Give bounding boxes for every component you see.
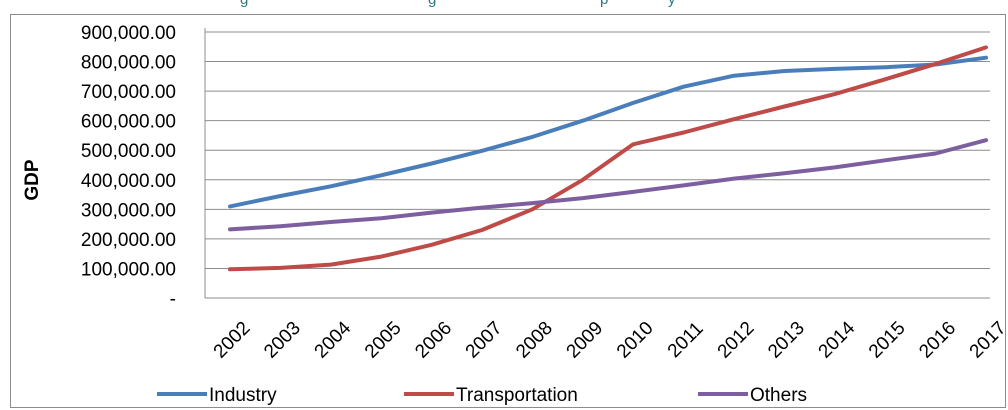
y-tick-label: 100,000.00 xyxy=(81,259,176,280)
x-tick-label: 2011 xyxy=(664,318,708,362)
y-tick-label: 200,000.00 xyxy=(81,230,176,251)
x-tick-label: 2012 xyxy=(714,318,759,363)
x-tick-label: 2002 xyxy=(210,318,255,363)
y-axis-label: GDP xyxy=(22,159,43,201)
x-tick-label: 2017 xyxy=(966,318,1008,363)
gridlines xyxy=(205,31,990,269)
series-line-industry xyxy=(228,55,988,209)
x-tick-label: 2006 xyxy=(411,318,456,363)
series-line-transportation xyxy=(228,45,988,272)
y-tick-label: 900,000.00 xyxy=(81,23,176,44)
y-tick-labels: - 100,000.00 200,000.00 300,000.00 400,000.0… xyxy=(81,23,176,310)
x-tick-label: 2005 xyxy=(361,318,406,363)
cropped-caption-fragment: p xyxy=(600,0,608,8)
y-tick-label: - xyxy=(170,289,176,310)
series-lines xyxy=(228,45,988,272)
x-tick-label: 2007 xyxy=(462,318,507,363)
x-tick-label: 2004 xyxy=(311,317,356,362)
cropped-caption-strip: g g p y xyxy=(0,0,1008,14)
legend: Industry Transportation Others xyxy=(157,385,807,406)
series-line-others xyxy=(228,138,988,232)
legend-label: Transportation xyxy=(456,385,578,406)
x-tick-label: 2010 xyxy=(613,318,658,363)
x-tick-label: 2003 xyxy=(260,318,305,363)
cropped-caption-fragment: y xyxy=(668,0,676,8)
y-tick-label: 400,000.00 xyxy=(81,171,176,192)
cropped-caption-fragment: g xyxy=(240,0,248,8)
y-tick-label: 600,000.00 xyxy=(81,112,176,133)
x-tick-label: 2016 xyxy=(915,318,960,363)
x-tick-label: 2008 xyxy=(512,318,557,363)
x-tick-label: 2015 xyxy=(865,318,910,363)
x-tick-label: 2013 xyxy=(764,318,809,363)
chart-frame xyxy=(10,14,1006,408)
x-tick-labels: 2002 2003 2004 2005 2006 2007 2008 2009 2010 2011… xyxy=(210,317,1008,362)
cropped-caption-fragment: g xyxy=(428,0,436,8)
y-tick-label: 300,000.00 xyxy=(81,200,176,221)
y-tick-label: 800,000.00 xyxy=(81,53,176,74)
legend-label: Others xyxy=(750,385,807,406)
legend-label: Industry xyxy=(209,385,277,406)
x-tick-label: 2009 xyxy=(563,318,608,363)
axes xyxy=(204,28,990,299)
y-tick-label: 700,000.00 xyxy=(81,82,176,103)
y-tick-label: 500,000.00 xyxy=(81,141,176,162)
x-tick-label: 2014 xyxy=(815,317,860,362)
